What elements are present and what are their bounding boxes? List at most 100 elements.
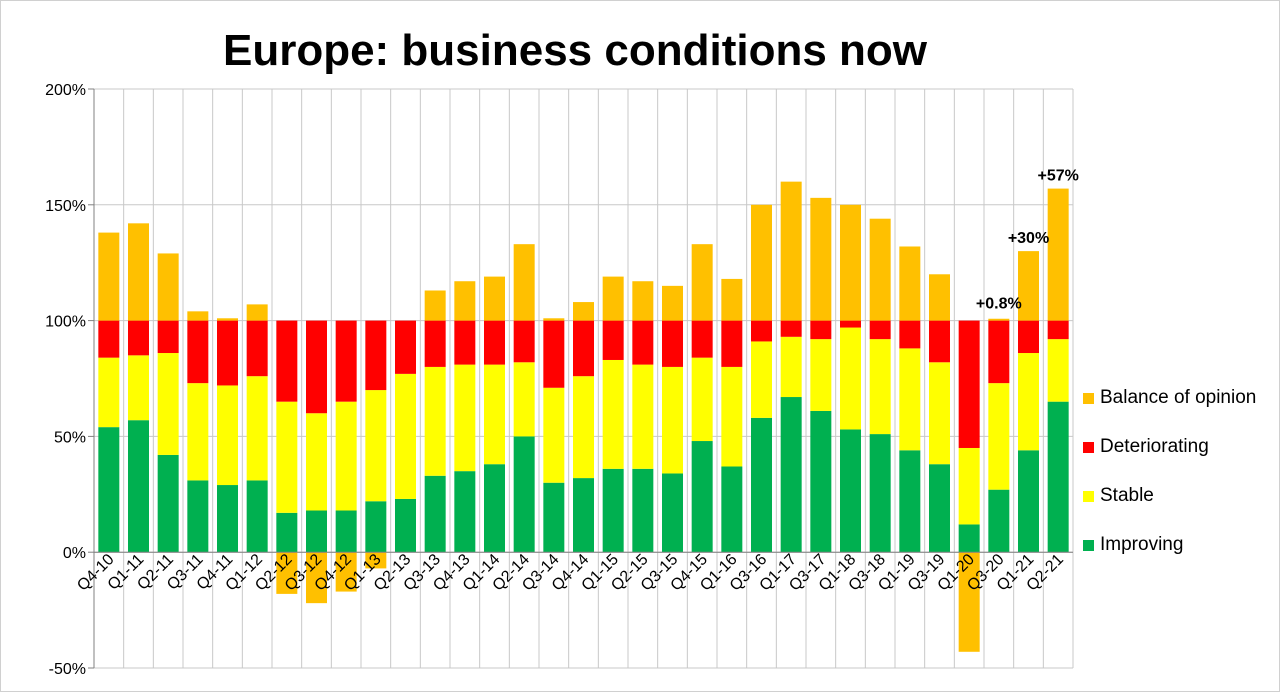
bar-deteriorating (424, 320, 446, 367)
bar-improving (128, 420, 149, 553)
bar-balance-of-opinion (157, 253, 179, 321)
bar-improving (721, 466, 743, 553)
bar-deteriorating (1047, 320, 1069, 340)
bar-stable (958, 447, 980, 525)
bar-stable (810, 339, 832, 411)
bar-deteriorating (662, 320, 683, 367)
bar-stable (929, 362, 950, 465)
bar-stable (988, 383, 1010, 490)
bar-balance-of-opinion (187, 311, 209, 321)
bar-improving (899, 450, 921, 553)
bar-deteriorating (395, 320, 416, 374)
bar-stable (128, 355, 149, 421)
bar-balance-of-opinion (721, 278, 743, 321)
bar-balance-of-opinion (602, 276, 624, 321)
legend-item-improving: Improving (1083, 533, 1183, 557)
bar-improving (1018, 450, 1039, 553)
bar-stable (424, 366, 446, 476)
bar-improving (365, 501, 387, 553)
legend-swatch (1083, 490, 1094, 502)
bar-deteriorating (691, 320, 713, 358)
bar-deteriorating (187, 320, 209, 384)
bar-deteriorating (810, 320, 832, 340)
bar-balance-of-opinion (513, 244, 535, 321)
bar-balance-of-opinion (543, 318, 565, 321)
bar-balance-of-opinion (929, 274, 950, 321)
legend-label: Stable (1100, 485, 1154, 506)
bar-deteriorating (335, 320, 357, 402)
bar-balance-of-opinion (573, 302, 594, 321)
bar-improving (929, 464, 950, 553)
bar-balance-of-opinion (988, 318, 1010, 321)
bar-stable (1018, 353, 1039, 451)
bar-deteriorating (988, 320, 1010, 384)
bar-improving (513, 436, 535, 553)
bar-balance-of-opinion (484, 276, 505, 321)
bar-improving (543, 482, 565, 553)
bar-balance-of-opinion (751, 204, 772, 321)
bar-deteriorating (573, 320, 594, 377)
bar-balance-of-opinion (246, 304, 268, 321)
bar-stable (365, 390, 387, 502)
bar-improving (810, 410, 832, 553)
bar-deteriorating (484, 320, 505, 365)
bar-stable (543, 387, 565, 483)
bar-deteriorating (217, 320, 238, 386)
data-annotation: +0.8% (976, 296, 1022, 313)
bar-stable (1047, 339, 1069, 402)
bar-balance-of-opinion (810, 197, 832, 321)
bar-stable (276, 401, 298, 513)
bar-stable (691, 357, 713, 442)
bar-balance-of-opinion (632, 281, 654, 321)
bar-stable (217, 385, 238, 486)
bar-balance-of-opinion (1018, 251, 1039, 321)
bar-deteriorating (1018, 320, 1039, 354)
bar-deteriorating (721, 320, 743, 367)
data-annotation: +30% (1008, 230, 1049, 247)
bar-deteriorating (632, 320, 654, 365)
bar-improving (157, 454, 179, 553)
bar-improving (780, 397, 802, 553)
bar-balance-of-opinion (276, 552, 298, 594)
bar-improving (662, 473, 683, 553)
y-tick-label: 0% (63, 545, 86, 562)
bar-stable (602, 359, 624, 469)
bar-deteriorating (869, 320, 891, 340)
bar-improving (454, 471, 476, 553)
bar-deteriorating (454, 320, 476, 365)
legend-item-balance-of-opinion: Balance of opinion (1083, 386, 1256, 410)
bar-balance-of-opinion (424, 290, 446, 321)
bar-improving (217, 485, 238, 553)
bar-improving (187, 480, 209, 553)
bar-stable (869, 339, 891, 435)
bar-balance-of-opinion (869, 218, 891, 321)
bar-balance-of-opinion (899, 246, 921, 321)
bar-deteriorating (306, 320, 327, 414)
y-tick-label: 200% (45, 82, 86, 99)
bar-deteriorating (128, 320, 149, 356)
legend-label: Improving (1100, 534, 1184, 555)
bar-deteriorating (840, 320, 861, 328)
bar-deteriorating (98, 320, 120, 358)
bar-improving (988, 489, 1010, 553)
y-tick-label: 50% (54, 429, 86, 446)
legend-swatch (1083, 539, 1094, 551)
bar-improving (632, 468, 654, 553)
bar-deteriorating (929, 320, 950, 363)
bar-balance-of-opinion (840, 204, 861, 321)
bar-deteriorating (602, 320, 624, 360)
bar-stable (899, 348, 921, 451)
legend-label: Deteriorating (1100, 436, 1209, 457)
bar-improving (869, 434, 891, 553)
bar-stable (721, 366, 743, 467)
bar-deteriorating (513, 320, 535, 363)
bar-improving (306, 510, 327, 553)
bar-stable (751, 341, 772, 418)
bar-stable (662, 366, 683, 474)
bar-stable (573, 376, 594, 479)
bar-improving (691, 441, 713, 553)
bar-deteriorating (365, 320, 387, 391)
bar-improving (276, 512, 298, 553)
y-tick-label: 150% (45, 198, 86, 215)
